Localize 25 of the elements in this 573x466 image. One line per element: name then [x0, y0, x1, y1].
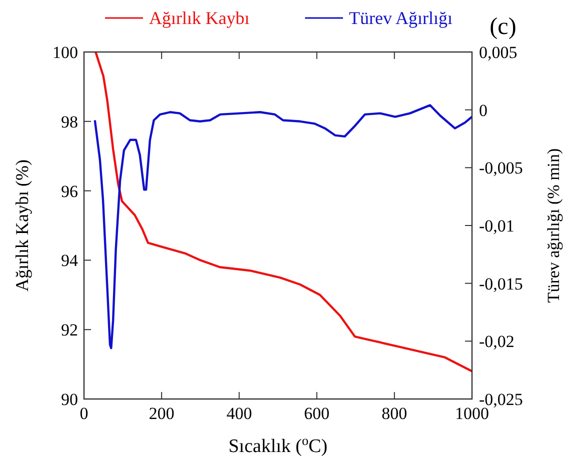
y-tick-label: 92 — [61, 320, 78, 340]
x-axis-title: Sıcaklık ($^{o}$C) — [228, 432, 328, 457]
x-tick-label: 600 — [304, 404, 330, 423]
line-series — [94, 50, 474, 372]
x-tick-label: 0 — [80, 404, 88, 423]
y-tick-label: 100 — [52, 43, 78, 62]
x-tick-label: 400 — [226, 404, 252, 423]
y-tick-label: 90 — [61, 390, 78, 409]
y2-tick-label: -0,02 — [479, 332, 514, 352]
y2-tick-label: 0,005 — [479, 43, 518, 62]
y2-tick-label: -0,01 — [479, 216, 514, 236]
y-tick-label: 96 — [61, 182, 78, 201]
line-series — [94, 104, 474, 350]
y2-tick-label: -0,005 — [479, 158, 523, 178]
y-tick-label: 98 — [61, 112, 78, 132]
y2-tick-label: 0 — [479, 100, 488, 120]
y2-tick-label: -0,015 — [479, 274, 523, 294]
y-tick-label: 94 — [61, 251, 78, 270]
y2-axis-title: Türev ağırlığı (% min) — [544, 148, 563, 303]
x-tick-label: 800 — [382, 404, 408, 423]
x-tick-label: 200 — [148, 404, 174, 423]
chart-title: (c) — [490, 14, 516, 40]
legend-label: Türev Ağırlığı — [349, 8, 452, 28]
legend-label: Ağırlık Kaybı — [149, 8, 250, 28]
y-axis-title: Ağırlık Kaybı (%) — [12, 160, 32, 292]
